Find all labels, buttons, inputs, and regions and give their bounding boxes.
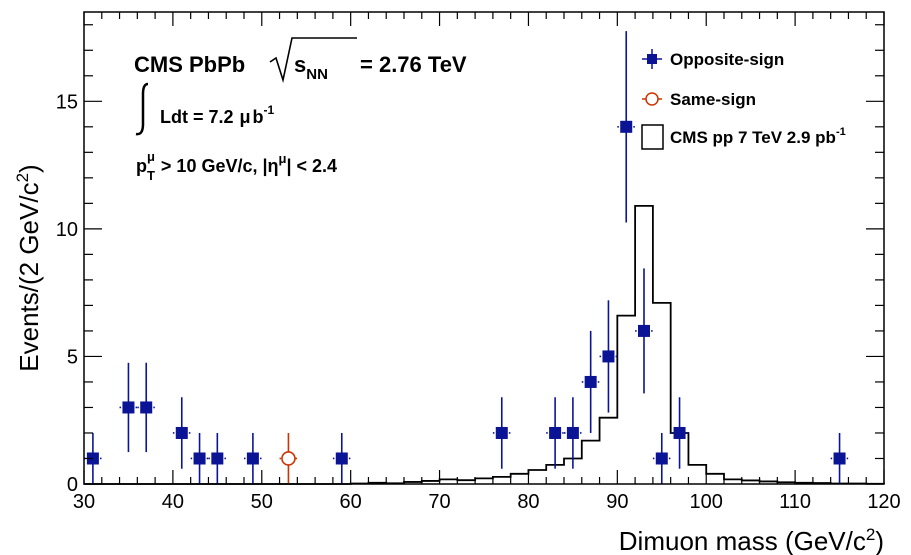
y-tick-label: 15 bbox=[56, 91, 78, 113]
legend-same-label: Same-sign bbox=[670, 90, 756, 109]
legend: Opposite-sign Same-sign CMS pp 7 TeV 2.9… bbox=[641, 49, 846, 150]
x-tick-label: 90 bbox=[606, 491, 628, 513]
x-tick-label: 40 bbox=[162, 491, 184, 513]
x-axis-title: Dimuon mass (GeV/c2) bbox=[619, 525, 884, 555]
data-point-same bbox=[279, 432, 298, 484]
point-marker bbox=[620, 120, 633, 133]
data-point-opposite bbox=[581, 330, 600, 433]
annotation-line3: pTμ > 10 GeV/c, |ημ| < 2.4 bbox=[136, 149, 337, 183]
point-marker bbox=[122, 401, 135, 414]
legend-opposite-label: Opposite-sign bbox=[670, 50, 784, 69]
point-marker bbox=[673, 426, 686, 439]
point-marker bbox=[175, 426, 188, 439]
point-marker bbox=[193, 452, 206, 465]
point-marker bbox=[335, 452, 348, 465]
point-marker bbox=[655, 452, 668, 465]
annotation-cuts: pTμ > 10 GeV/c, |ημ| < 2.4 bbox=[136, 149, 337, 183]
annotation-energy: CMS PbPb sNN = 2.76 TeV bbox=[134, 37, 467, 84]
plot-frame bbox=[83, 11, 885, 485]
point-marker bbox=[833, 452, 846, 465]
data-point-opposite bbox=[652, 432, 671, 484]
annotation-line2: Ldt = 7.2 μ b-1 bbox=[160, 103, 275, 127]
point-marker bbox=[140, 401, 153, 414]
data-point-opposite bbox=[670, 397, 689, 469]
legend-pp-box-icon bbox=[641, 124, 664, 150]
x-tick-label: 70 bbox=[428, 491, 450, 513]
point-marker bbox=[549, 426, 562, 439]
data-point-opposite bbox=[172, 397, 191, 469]
data-point-opposite bbox=[599, 300, 618, 413]
annotation-line1-energy: = 2.76 TeV bbox=[360, 52, 467, 77]
data-point-opposite bbox=[190, 432, 209, 484]
integral-sign-icon bbox=[135, 82, 149, 136]
point-marker bbox=[584, 375, 597, 388]
data-point-opposite bbox=[492, 397, 511, 469]
x-tick-label: 80 bbox=[517, 491, 539, 513]
point-marker bbox=[602, 350, 615, 363]
annotation-luminosity: Ldt = 7.2 μ b-1 bbox=[135, 82, 275, 136]
plot-area bbox=[84, 31, 885, 485]
data-point-opposite bbox=[208, 432, 227, 484]
x-tick-label: 110 bbox=[779, 491, 811, 513]
legend-pp-label: CMS pp 7 TeV 2.9 pb-1 bbox=[670, 126, 846, 147]
y-tick-label: 5 bbox=[67, 346, 78, 368]
data-point-opposite bbox=[244, 432, 262, 484]
data-point-opposite bbox=[635, 268, 653, 394]
legend-item-pp: CMS pp 7 TeV 2.9 pb-1 bbox=[641, 124, 846, 150]
data-point-opposite bbox=[564, 397, 582, 469]
point-marker bbox=[638, 324, 650, 337]
x-tick-label: 60 bbox=[340, 491, 362, 513]
x-tick-label: 30 bbox=[73, 491, 95, 513]
data-point-opposite bbox=[830, 432, 849, 484]
legend-opposite-marker-icon bbox=[647, 54, 657, 64]
legend-item-same: Same-sign bbox=[642, 90, 756, 109]
legend-item-opposite: Opposite-sign bbox=[642, 49, 784, 69]
legend-same-marker-icon bbox=[645, 92, 659, 106]
axes: 30 40 50 60 70 80 90 100 110 120 0 5 10 15 bbox=[56, 11, 901, 513]
y-tick-label: 10 bbox=[56, 219, 78, 241]
y-tick-label: 0 bbox=[67, 474, 78, 496]
data-point-opposite bbox=[546, 397, 564, 469]
point-marker bbox=[211, 452, 224, 465]
y-axis-title: Events/(2 GeV/c2) bbox=[13, 164, 44, 371]
data-point-opposite bbox=[332, 432, 351, 484]
data-point-opposite bbox=[137, 362, 156, 453]
x-tick-label: 120 bbox=[867, 491, 900, 513]
sqrt-sign-icon bbox=[269, 37, 357, 84]
annotation-line1-s: sNN bbox=[294, 52, 328, 83]
point-marker bbox=[281, 451, 296, 466]
data-point-opposite bbox=[119, 362, 138, 453]
annotation-cms-pbpb: CMS PbPb bbox=[134, 52, 245, 77]
point-marker bbox=[566, 426, 579, 439]
data-point-opposite bbox=[617, 31, 636, 223]
point-marker bbox=[495, 426, 508, 439]
x-tick-label: 100 bbox=[690, 491, 723, 513]
x-tick-label: 50 bbox=[251, 491, 273, 513]
point-marker bbox=[246, 452, 259, 465]
